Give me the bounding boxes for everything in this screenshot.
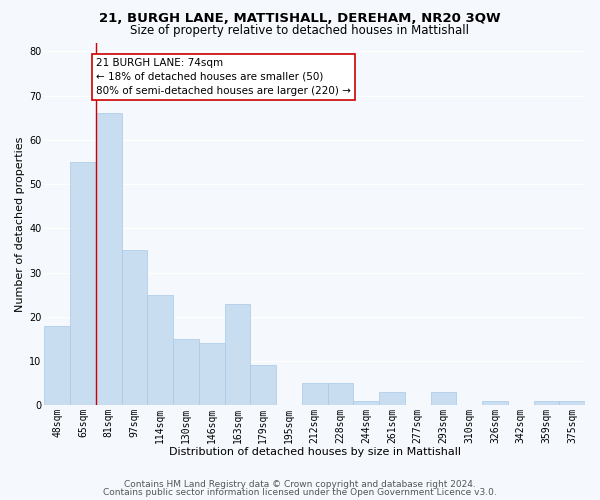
Y-axis label: Number of detached properties: Number of detached properties [15,136,25,312]
Bar [224,304,250,406]
Bar [533,401,559,406]
Text: 21 BURGH LANE: 74sqm
← 18% of detached houses are smaller (50)
80% of semi-detac: 21 BURGH LANE: 74sqm ← 18% of detached h… [96,58,350,96]
Text: Contains HM Land Registry data © Crown copyright and database right 2024.: Contains HM Land Registry data © Crown c… [124,480,476,489]
Bar [96,114,122,406]
Bar [70,162,96,406]
Bar [482,401,508,406]
Bar [431,392,456,406]
Bar [250,366,276,406]
Bar [122,250,148,406]
Bar [353,401,379,406]
Text: 21, BURGH LANE, MATTISHALL, DEREHAM, NR20 3QW: 21, BURGH LANE, MATTISHALL, DEREHAM, NR2… [99,12,501,26]
Text: Size of property relative to detached houses in Mattishall: Size of property relative to detached ho… [131,24,470,37]
Bar [302,383,328,406]
Bar [44,326,70,406]
Bar [148,294,173,406]
Bar [173,339,199,406]
Bar [559,401,585,406]
Bar [328,383,353,406]
Bar [379,392,405,406]
Text: Contains public sector information licensed under the Open Government Licence v3: Contains public sector information licen… [103,488,497,497]
X-axis label: Distribution of detached houses by size in Mattishall: Distribution of detached houses by size … [169,448,461,458]
Bar [199,344,224,406]
